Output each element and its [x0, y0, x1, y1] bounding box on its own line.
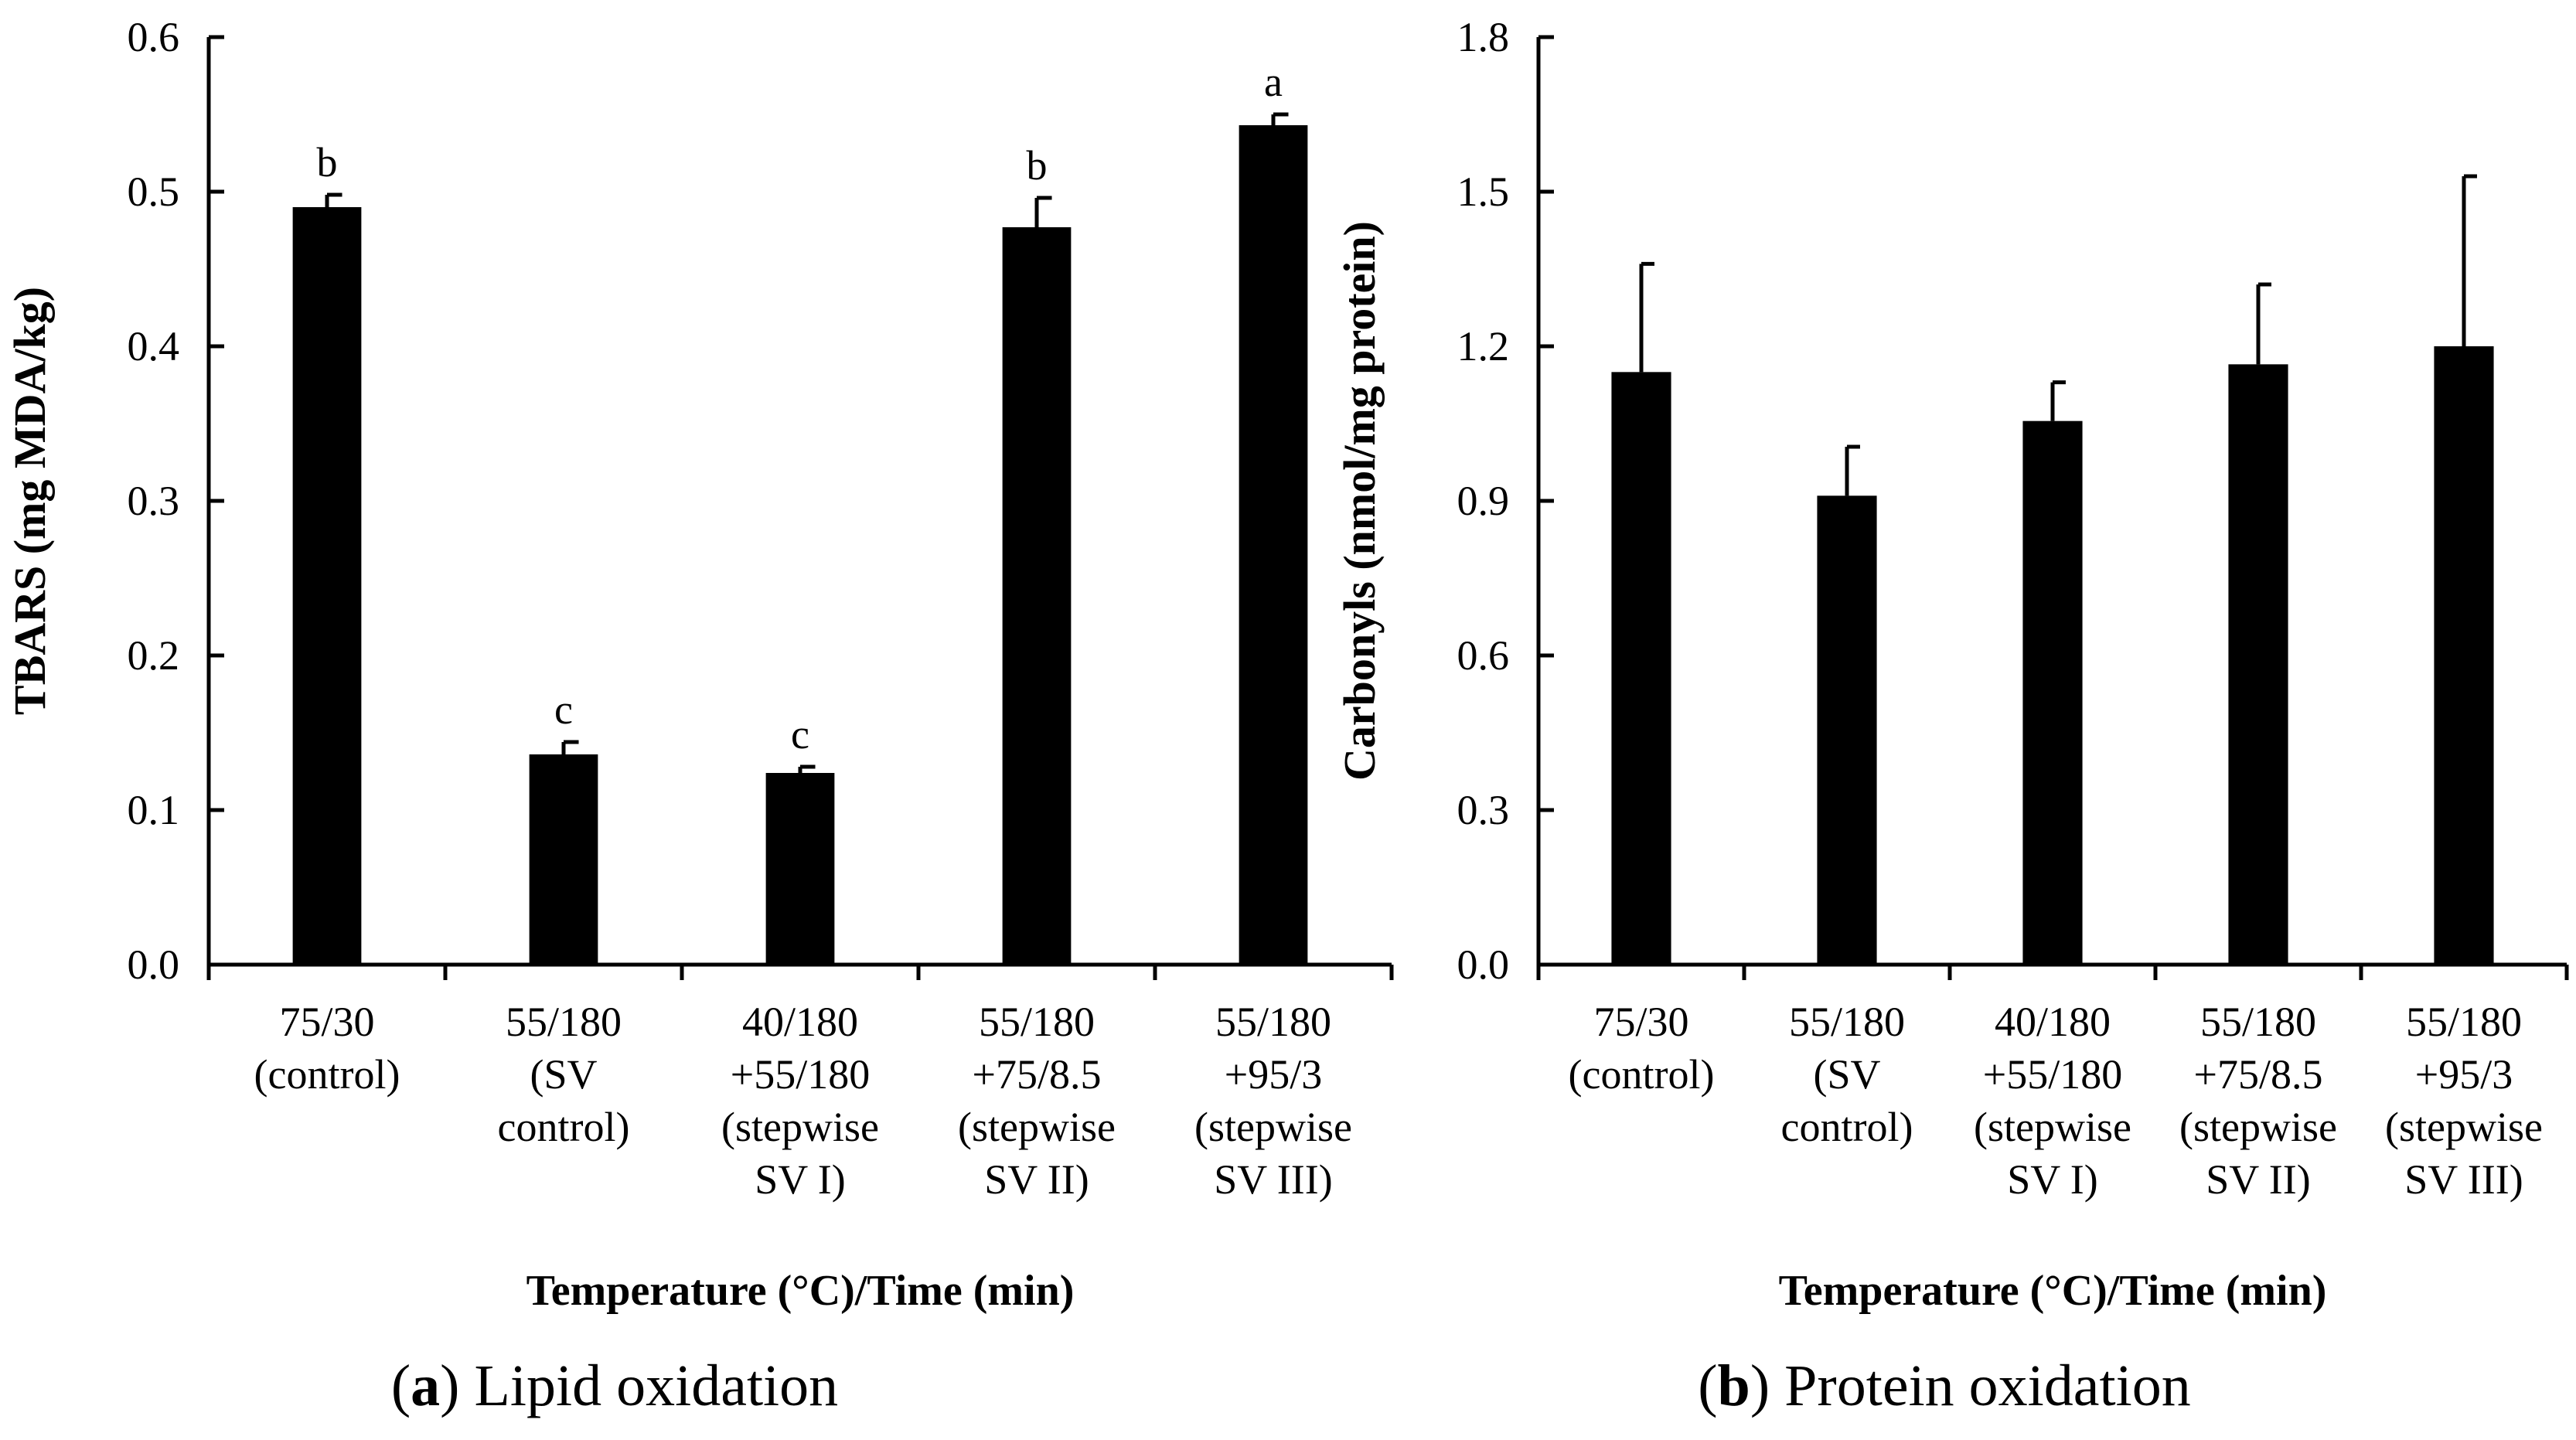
x-tick-label: (control) [254, 1051, 400, 1098]
chart-panel-b: 0.00.30.60.91.21.51.875/30(control)55/18… [1334, 14, 2569, 1418]
x-tick-label: 55/180 [979, 999, 1095, 1045]
bar [529, 754, 598, 965]
x-tick-label: (stepwise [2179, 1104, 2337, 1150]
x-tick-label: 40/180 [742, 999, 858, 1045]
y-tick-label: 1.2 [1457, 323, 1510, 369]
caption-text: Lipid oxidation [474, 1353, 838, 1418]
y-tick-label: 0.5 [128, 169, 180, 215]
x-tick-label: (SV [1813, 1051, 1880, 1098]
x-tick-label: 75/30 [279, 999, 374, 1045]
x-tick-label: +75/8.5 [2194, 1051, 2323, 1098]
caption-label: a [411, 1353, 440, 1418]
caption-label: b [1718, 1353, 1750, 1418]
x-tick-label: +55/180 [731, 1051, 870, 1098]
x-tick-label: SV III) [2404, 1156, 2523, 1203]
x-tick-label: SV III) [1214, 1156, 1332, 1203]
x-axis-title: Temperature (°C)/Time (min) [526, 1267, 1075, 1315]
x-axis-title: Temperature (°C)/Time (min) [1779, 1267, 2327, 1315]
y-axis-title: TBARS (mg MDA/kg) [5, 287, 55, 715]
caption-paren: ( [391, 1353, 411, 1418]
significance-letter: b [317, 139, 338, 186]
x-tick-label: +95/3 [2415, 1051, 2513, 1098]
bar [1611, 372, 1671, 965]
x-tick-label: (stepwise [1194, 1104, 1352, 1150]
x-tick-label: (stepwise [958, 1104, 1116, 1150]
y-tick-label: 0.3 [128, 478, 180, 524]
y-tick-label: 0.3 [1457, 787, 1510, 833]
y-tick-label: 0.4 [128, 323, 180, 369]
bar [2228, 364, 2288, 965]
y-axis-title: Carbonyls (nmol/mg protein) [1334, 221, 1385, 781]
x-tick-label: (stepwise [721, 1104, 879, 1150]
caption-paren: ( [1698, 1353, 1717, 1418]
significance-letter: c [554, 686, 573, 733]
panel-caption: (a) Lipid oxidation [391, 1353, 838, 1418]
x-tick-label: control) [498, 1104, 630, 1150]
x-tick-label: SV II) [984, 1156, 1089, 1203]
y-tick-label: 0.6 [128, 14, 180, 60]
x-tick-label: 75/30 [1593, 999, 1688, 1045]
x-tick-label: SV I) [2007, 1156, 2098, 1203]
x-tick-label: 55/180 [1789, 999, 1905, 1045]
x-tick-label: (stepwise [1974, 1104, 2131, 1150]
x-tick-label: 55/180 [506, 999, 622, 1045]
x-tick-label: 55/180 [2406, 999, 2522, 1045]
caption-text: Protein oxidation [1784, 1353, 2191, 1418]
bar [765, 773, 835, 965]
y-tick-label: 1.8 [1457, 14, 1510, 60]
x-tick-label: +55/180 [1983, 1051, 2122, 1098]
x-tick-label: control) [1781, 1104, 1913, 1150]
chart-panel-a: 0.00.10.20.30.40.50.6b75/30(control)c55/… [5, 14, 1394, 1418]
x-tick-label: (stepwise [2385, 1104, 2543, 1150]
y-tick-label: 0.0 [1457, 941, 1510, 988]
x-tick-label: SV I) [755, 1156, 846, 1203]
y-tick-label: 0.1 [128, 787, 180, 833]
x-tick-label: (control) [1569, 1051, 1715, 1098]
x-tick-label: 55/180 [2200, 999, 2316, 1045]
bar [292, 207, 362, 965]
bar [1817, 495, 1877, 965]
x-tick-label: +95/3 [1225, 1051, 1322, 1098]
y-tick-label: 0.9 [1457, 478, 1510, 524]
bar [2022, 420, 2083, 965]
x-tick-label: 55/180 [1215, 999, 1331, 1045]
bar [2434, 346, 2494, 965]
x-tick-label: SV II) [2206, 1156, 2311, 1203]
caption-paren: ) [440, 1353, 474, 1418]
y-tick-label: 1.5 [1457, 169, 1510, 215]
significance-letter: b [1027, 142, 1048, 189]
significance-letter: c [791, 711, 809, 757]
bar [1002, 227, 1072, 965]
significance-letter: a [1264, 59, 1283, 105]
x-tick-label: +75/8.5 [973, 1051, 1102, 1098]
y-tick-label: 0.0 [128, 941, 180, 988]
y-tick-label: 0.6 [1457, 632, 1510, 679]
bar [1239, 125, 1308, 965]
caption-paren: ) [1750, 1353, 1784, 1418]
x-tick-label: (SV [530, 1051, 597, 1098]
y-tick-label: 0.2 [128, 632, 180, 679]
x-tick-label: 40/180 [1995, 999, 2111, 1045]
panel-caption: (b) Protein oxidation [1698, 1353, 2191, 1418]
